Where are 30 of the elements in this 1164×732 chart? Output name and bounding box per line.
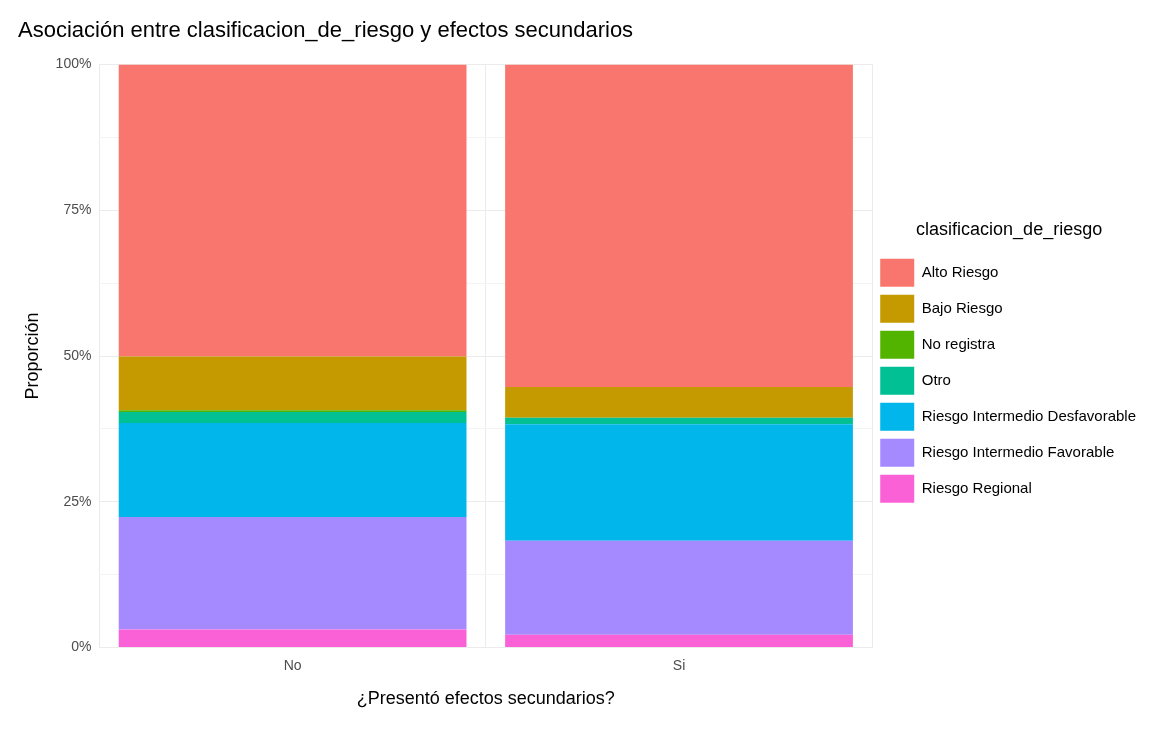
- legend-label: Riesgo Regional: [921, 478, 1032, 496]
- legend-label: No registra: [921, 334, 996, 352]
- legend-label: Riesgo Intermedio Favorable: [921, 442, 1115, 460]
- y-tick-label: 0%: [71, 638, 92, 655]
- legend-label: Alto Riesgo: [921, 262, 999, 280]
- bar: [118, 411, 467, 424]
- x-tick-label: No: [283, 656, 302, 673]
- bar: [505, 540, 853, 635]
- bar: [505, 634, 853, 648]
- bar: [118, 423, 467, 517]
- legend-title: clasificacion_de_riesgo: [916, 219, 1103, 241]
- bar: [118, 64, 467, 357]
- bar: [118, 356, 467, 411]
- y-tick-label: 50%: [63, 346, 92, 363]
- bar: [505, 424, 853, 541]
- bar: [118, 516, 467, 630]
- x-tick-label: Si: [672, 656, 686, 673]
- bar: [505, 386, 853, 418]
- y-tick-label: 100%: [55, 55, 92, 72]
- legend-label: Bajo Riesgo: [921, 298, 1003, 316]
- y-axis-title: Proporción: [21, 312, 42, 400]
- bar: [118, 629, 467, 648]
- bar: [505, 64, 853, 387]
- legend-label: Otro: [921, 370, 951, 388]
- chart-title: Asociación entre clasificacion_de_riesgo y efectos secundarios: [18, 17, 634, 43]
- x-axis-title: ¿Presentó efectos secundarios?: [356, 688, 615, 709]
- y-tick-label: 75%: [63, 201, 92, 218]
- y-tick-label: 25%: [63, 492, 92, 509]
- bar: [505, 417, 853, 425]
- legend-label: Riesgo Intermedio Desfavorable: [921, 406, 1136, 424]
